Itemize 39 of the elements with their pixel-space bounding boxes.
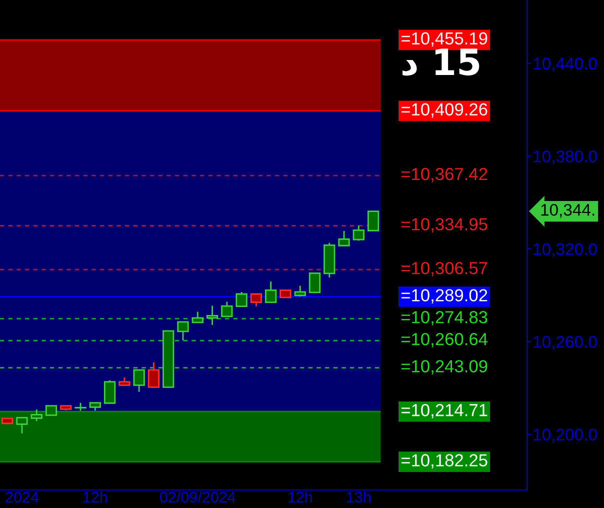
candlestick bbox=[104, 380, 116, 404]
ref-line-label: =10,306.57 bbox=[401, 262, 488, 276]
annotation: د 15 bbox=[402, 48, 480, 76]
y-tick-label: 10,440.0 bbox=[534, 58, 597, 72]
ref-line-label: =10,409.26 bbox=[401, 103, 488, 118]
x-tick-label: 02/09/2024 bbox=[160, 491, 236, 503]
y-tick-label: 10,320.0 bbox=[534, 243, 597, 258]
candlestick bbox=[133, 369, 145, 393]
ref-line-label: =10,214.71 bbox=[401, 404, 488, 418]
ref-line-label: =10,334.95 bbox=[401, 218, 488, 232]
ref-line-label: =10,367.42 bbox=[401, 168, 488, 182]
candlestick bbox=[308, 272, 321, 294]
candlestick bbox=[294, 285, 306, 298]
candlestick bbox=[250, 293, 262, 308]
candlestick bbox=[148, 362, 160, 388]
y-tick-label: 10,260.0 bbox=[534, 336, 597, 350]
x-tick-label: 12h bbox=[84, 491, 107, 502]
x-tick-label: 12h bbox=[288, 491, 312, 502]
y-tick-label: 10,380.0 bbox=[534, 150, 597, 164]
candlestick bbox=[367, 210, 380, 232]
ref-line-label: =10,260.64 bbox=[401, 332, 488, 348]
ref-line-label: =10,243.09 bbox=[401, 360, 488, 374]
candlestick bbox=[265, 280, 277, 304]
x-tick-label: 13h bbox=[347, 491, 370, 503]
candlestick bbox=[192, 311, 204, 324]
ref-line-label: =10,455.19 bbox=[401, 32, 488, 47]
candlestick bbox=[236, 291, 248, 308]
y-tick-label: 10,200.0 bbox=[534, 428, 597, 443]
candlestick bbox=[352, 224, 364, 242]
text: 10,344. bbox=[541, 204, 594, 218]
ref-line-label: =10,182.25 bbox=[401, 454, 488, 468]
candlestick bbox=[206, 305, 218, 326]
candlestick bbox=[177, 321, 189, 342]
candlestick bbox=[16, 416, 28, 434]
x-tick-label: 2024 bbox=[6, 492, 39, 503]
candlestick bbox=[221, 301, 233, 318]
ref-line-label: =10,274.83 bbox=[401, 311, 488, 326]
ref-line-label: =10,289.02 bbox=[401, 289, 488, 304]
candlestick bbox=[338, 230, 350, 246]
